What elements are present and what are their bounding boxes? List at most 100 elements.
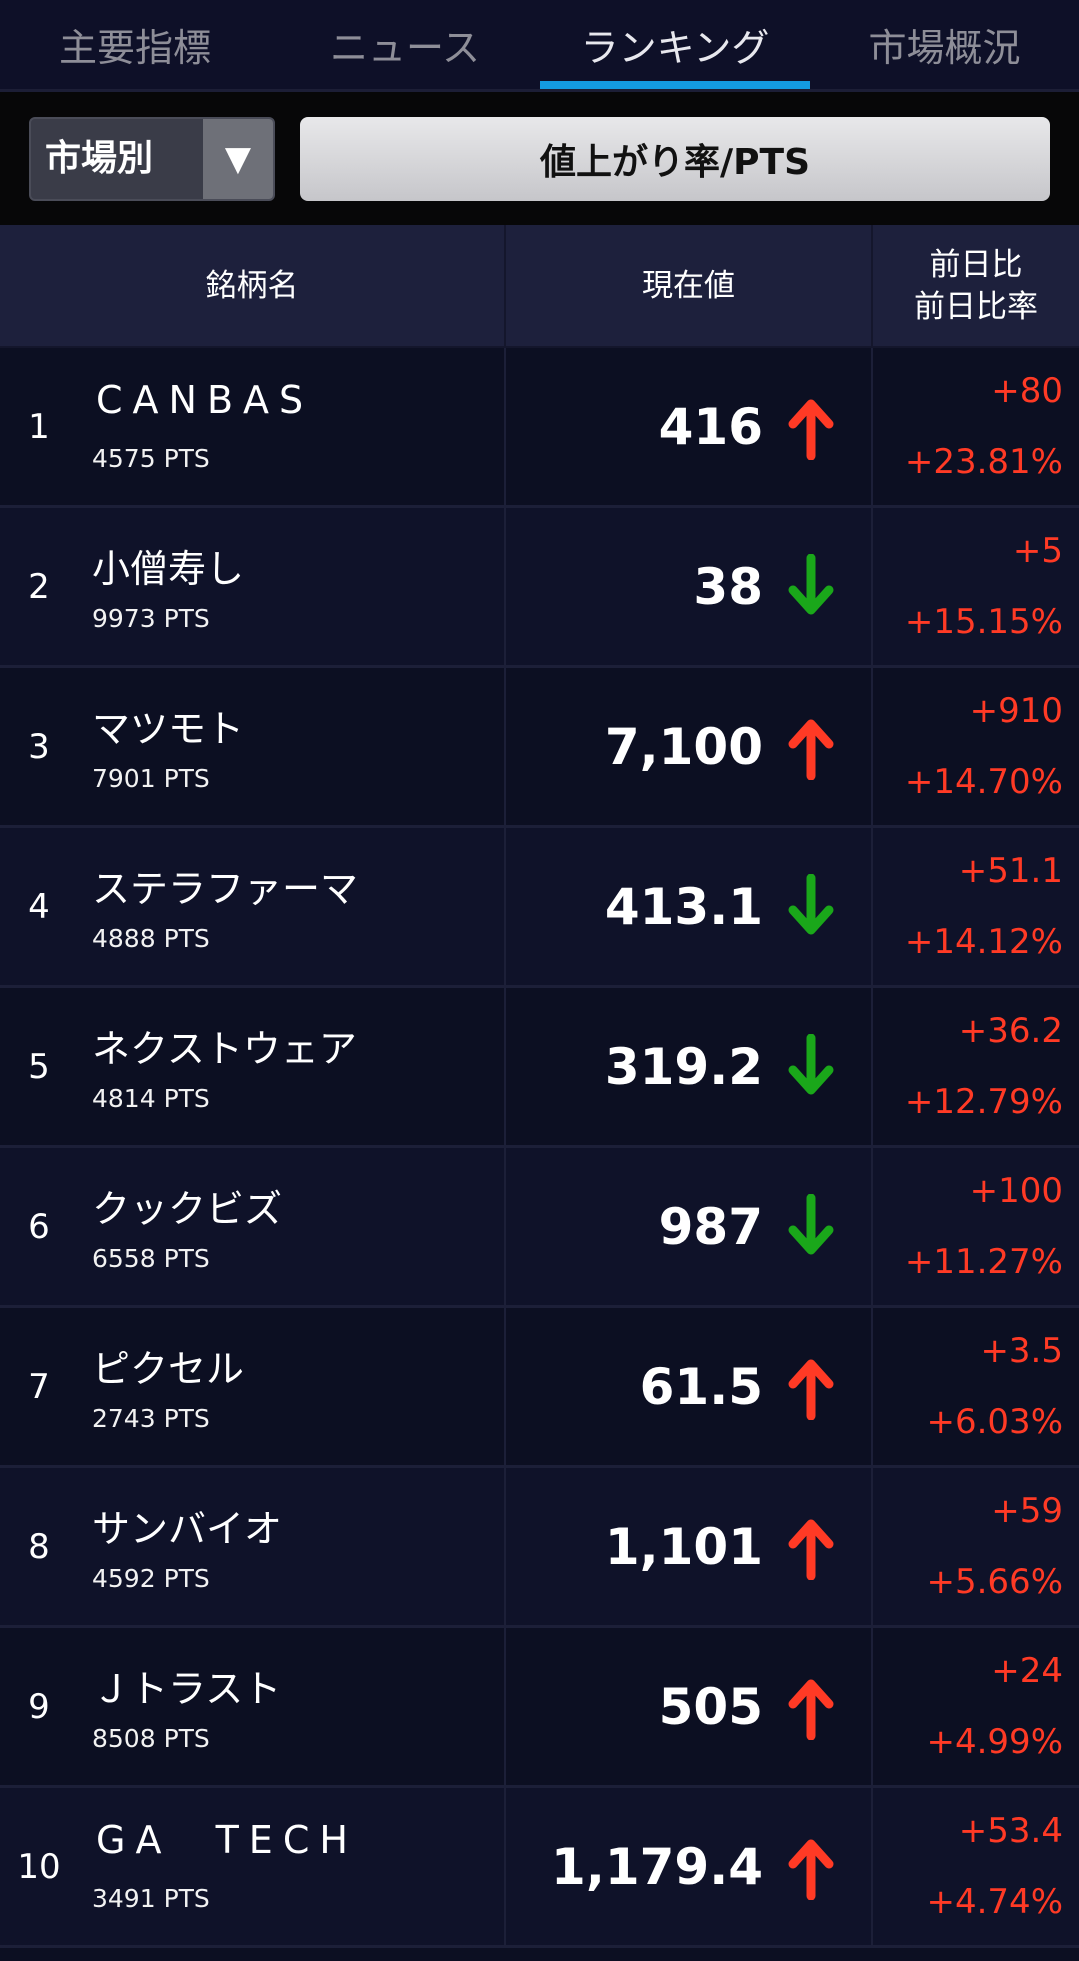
rank: 4 bbox=[28, 886, 50, 927]
change-cell: +36.2 +12.79% bbox=[873, 988, 1079, 1145]
ranking-type-button[interactable]: 値上がり率/PTS bbox=[300, 116, 1050, 201]
tab-main-indicators[interactable]: 主要指標 bbox=[58, 26, 211, 70]
price-cell: 413.1 bbox=[506, 828, 873, 985]
rank: 7 bbox=[28, 1366, 50, 1407]
tab-market-overview[interactable]: 市場概況 bbox=[868, 26, 1021, 70]
arrow-up-icon bbox=[788, 1679, 834, 1740]
current-price: 413.1 bbox=[604, 877, 763, 936]
stock-code: 8508 PTS bbox=[92, 1724, 210, 1753]
header-change-abs: 前日比 bbox=[929, 246, 1023, 283]
current-price: 38 bbox=[693, 557, 763, 616]
change-percent: +11.27% bbox=[904, 1241, 1063, 1282]
change-percent: +14.70% bbox=[904, 761, 1063, 802]
stock-name[interactable]: マツモト bbox=[92, 707, 245, 751]
stock-code: 3491 PTS bbox=[92, 1884, 210, 1913]
change-cell: +5 +15.15% bbox=[873, 508, 1079, 665]
rank: 5 bbox=[28, 1046, 50, 1087]
header-price: 現在値 bbox=[506, 225, 873, 346]
name-cell: 7 ピクセル 2743 PTS bbox=[0, 1308, 506, 1465]
change-cell: +100 +11.27% bbox=[873, 1148, 1079, 1305]
market-select[interactable]: 市場別 ▼ bbox=[29, 116, 275, 201]
table-row[interactable]: 5 ネクストウェア 4814 PTS 319.2 +36.2 +12.79% bbox=[0, 988, 1079, 1148]
table-row[interactable]: 4 ステラファーマ 4888 PTS 413.1 +51.1 +14.12% bbox=[0, 828, 1079, 988]
price-cell: 319.2 bbox=[506, 988, 873, 1145]
change-value: +53.4 bbox=[958, 1811, 1063, 1852]
stock-code: 4888 PTS bbox=[92, 924, 210, 953]
stock-name[interactable]: サンバイオ bbox=[92, 1507, 283, 1551]
name-cell: 6 クックビズ 6558 PTS bbox=[0, 1148, 506, 1305]
table-row[interactable]: 8 サンバイオ 4592 PTS 1,101 +59 +5.66% bbox=[0, 1468, 1079, 1628]
stock-name[interactable]: クックビズ bbox=[92, 1187, 283, 1231]
rank: 10 bbox=[17, 1846, 61, 1887]
current-price: 7,100 bbox=[604, 717, 763, 776]
name-cell: 10 GA TECH 3491 PTS bbox=[0, 1788, 506, 1945]
price-cell: 61.5 bbox=[506, 1308, 873, 1465]
dropdown-triangle-icon[interactable]: ▼ bbox=[203, 118, 273, 199]
ranking-list: 1 CANBAS 4575 PTS 416 +80 +23.81% 2 小僧寿し 9973 PT… bbox=[0, 348, 1079, 1948]
change-cell: +59 +5.66% bbox=[873, 1468, 1079, 1625]
table-row[interactable]: 6 クックビズ 6558 PTS 987 +100 +11.27% bbox=[0, 1148, 1079, 1308]
table-row[interactable]: 10 GA TECH 3491 PTS 1,179.4 +53.4 +4.74% bbox=[0, 1788, 1079, 1948]
price-cell: 1,101 bbox=[506, 1468, 873, 1625]
arrow-down-icon bbox=[788, 553, 834, 614]
filter-bar: 市場別 ▼ 値上がり率/PTS bbox=[0, 92, 1079, 225]
name-cell: 1 CANBAS 4575 PTS bbox=[0, 348, 506, 505]
change-percent: +5.66% bbox=[926, 1561, 1064, 1602]
rank: 2 bbox=[28, 566, 50, 607]
change-percent: +15.15% bbox=[904, 601, 1063, 642]
rank: 8 bbox=[28, 1526, 50, 1567]
name-cell: 8 サンバイオ 4592 PTS bbox=[0, 1468, 506, 1625]
change-value: +51.1 bbox=[958, 851, 1063, 892]
name-cell: 9 Ｊトラスト 8508 PTS bbox=[0, 1628, 506, 1785]
stock-name[interactable]: ステラファーマ bbox=[92, 867, 359, 911]
change-percent: +23.81% bbox=[904, 441, 1063, 482]
arrow-up-icon bbox=[788, 1359, 834, 1420]
change-cell: +24 +4.99% bbox=[873, 1628, 1079, 1785]
stock-name[interactable]: CANBAS bbox=[96, 378, 314, 422]
current-price: 319.2 bbox=[604, 1037, 763, 1096]
price-cell: 505 bbox=[506, 1628, 873, 1785]
tab-news[interactable]: ニュース bbox=[329, 26, 481, 70]
current-price: 505 bbox=[658, 1677, 763, 1736]
name-cell: 4 ステラファーマ 4888 PTS bbox=[0, 828, 506, 985]
stock-code: 7901 PTS bbox=[92, 764, 210, 793]
price-cell: 1,179.4 bbox=[506, 1788, 873, 1945]
name-cell: 2 小僧寿し 9973 PTS bbox=[0, 508, 506, 665]
stock-code: 6558 PTS bbox=[92, 1244, 210, 1273]
table-row[interactable]: 1 CANBAS 4575 PTS 416 +80 +23.81% bbox=[0, 348, 1079, 508]
current-price: 1,101 bbox=[604, 1517, 763, 1576]
change-value: +80 bbox=[991, 371, 1063, 412]
table-row[interactable]: 3 マツモト 7901 PTS 7,100 +910 +14.70% bbox=[0, 668, 1079, 828]
arrow-up-icon bbox=[788, 719, 834, 780]
price-cell: 987 bbox=[506, 1148, 873, 1305]
current-price: 1,179.4 bbox=[551, 1837, 763, 1896]
current-price: 987 bbox=[658, 1197, 763, 1256]
arrow-down-icon bbox=[788, 873, 834, 934]
stock-code: 4814 PTS bbox=[92, 1084, 210, 1113]
arrow-down-icon bbox=[788, 1193, 834, 1254]
stock-name[interactable]: GA TECH bbox=[96, 1818, 358, 1862]
current-price: 416 bbox=[658, 397, 763, 456]
change-percent: +4.74% bbox=[926, 1881, 1064, 1922]
stock-name[interactable]: Ｊトラスト bbox=[92, 1667, 282, 1711]
stock-name[interactable]: ネクストウェア bbox=[92, 1027, 357, 1071]
price-cell: 7,100 bbox=[506, 668, 873, 825]
tab-ranking[interactable]: ランキング bbox=[540, 0, 810, 89]
arrow-down-icon bbox=[788, 1033, 834, 1094]
header-change: 前日比 前日比率 bbox=[873, 225, 1079, 346]
rank: 3 bbox=[28, 726, 50, 767]
change-percent: +12.79% bbox=[904, 1081, 1063, 1122]
market-select-value: 市場別 bbox=[45, 137, 154, 179]
header-change-pct: 前日比率 bbox=[914, 288, 1038, 325]
stock-name[interactable]: ピクセル bbox=[92, 1347, 245, 1391]
price-cell: 416 bbox=[506, 348, 873, 505]
table-row[interactable]: 2 小僧寿し 9973 PTS 38 +5 +15.15% bbox=[0, 508, 1079, 668]
table-row[interactable]: 9 Ｊトラスト 8508 PTS 505 +24 +4.99% bbox=[0, 1628, 1079, 1788]
rank: 6 bbox=[28, 1206, 50, 1247]
header-name: 銘柄名 bbox=[0, 225, 506, 346]
arrow-up-icon bbox=[788, 1519, 834, 1580]
change-cell: +53.4 +4.74% bbox=[873, 1788, 1079, 1945]
rank: 1 bbox=[28, 406, 50, 447]
stock-name[interactable]: 小僧寿し bbox=[92, 547, 245, 591]
table-row[interactable]: 7 ピクセル 2743 PTS 61.5 +3.5 +6.03% bbox=[0, 1308, 1079, 1468]
